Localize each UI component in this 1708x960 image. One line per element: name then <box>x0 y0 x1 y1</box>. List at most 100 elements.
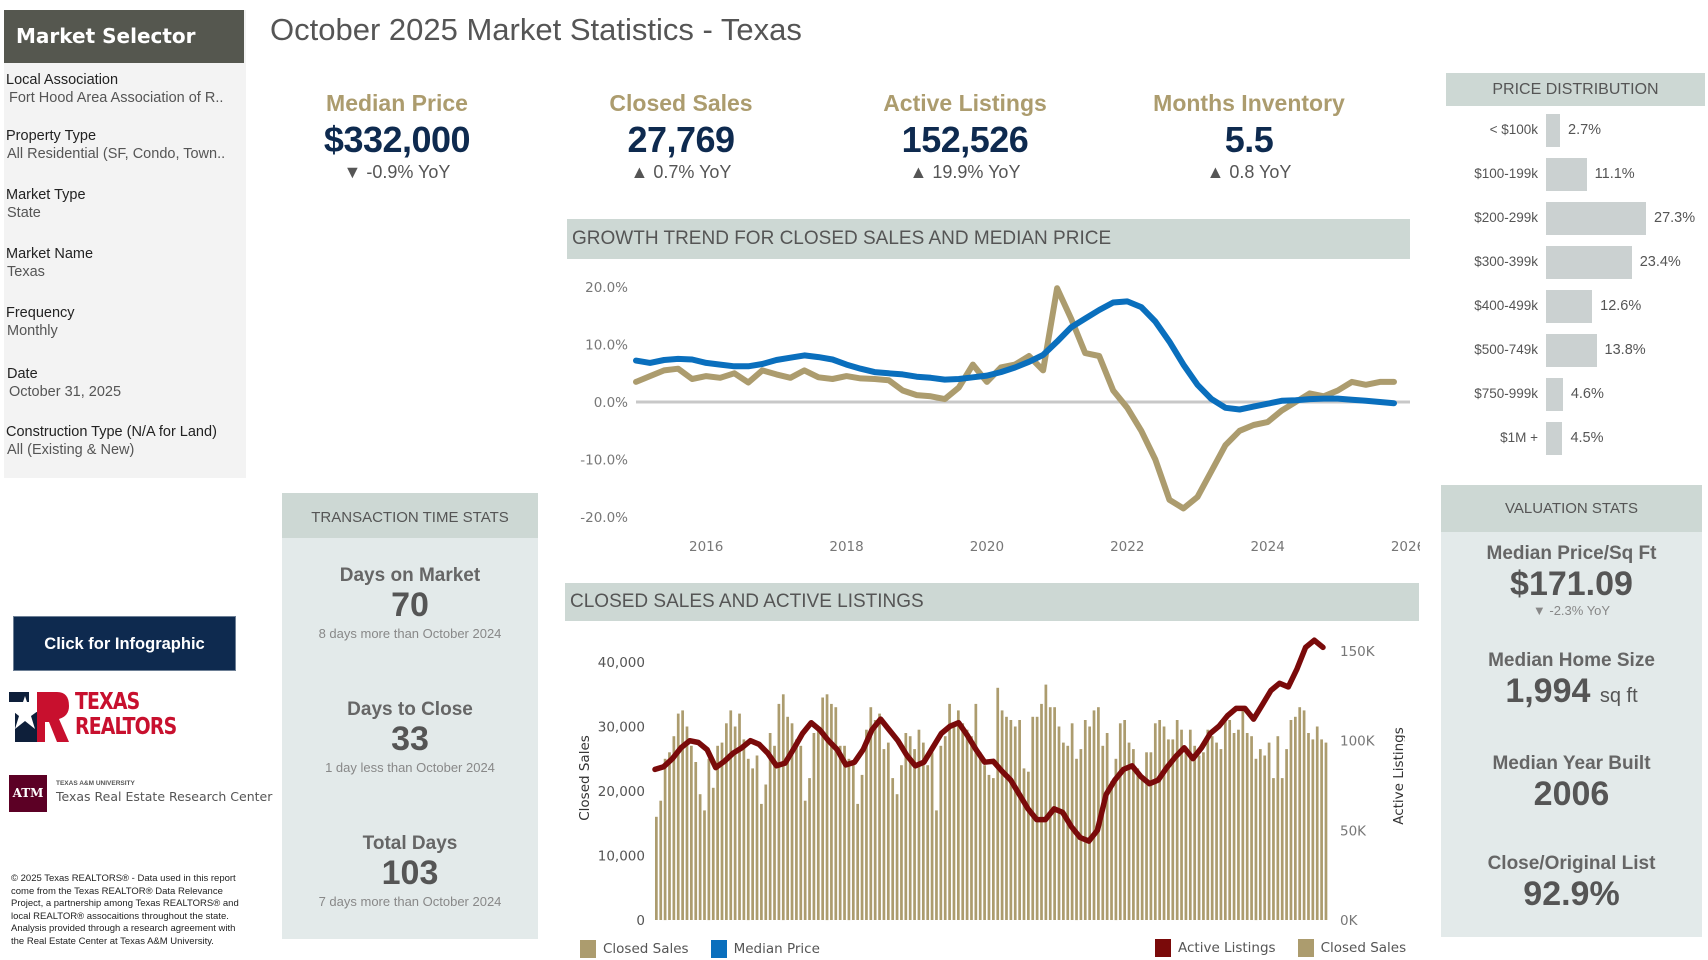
closed-sales-bar <box>1324 742 1328 920</box>
stat-value-row: 1,994 sq ft <box>1441 672 1702 715</box>
closed-sales-bar <box>1272 778 1275 920</box>
texas-realtors-wordmark: TEXAS REALTORS <box>75 690 177 740</box>
kpi-value: $332,000 <box>323 119 471 160</box>
closed-sales-bar <box>1153 723 1157 920</box>
y-tick-label-right: 0K <box>1340 913 1359 929</box>
closed-sales-bar <box>908 736 912 920</box>
closed-sales-bar <box>738 713 741 920</box>
closed-sales-bar <box>838 745 842 920</box>
legend-label: Median Price <box>733 941 820 957</box>
price-bucket-label: $1M + <box>1500 430 1538 445</box>
price-bucket-label: $750-999k <box>1474 386 1538 401</box>
kpi-change: ▲ 0.8 YoY <box>1206 162 1292 182</box>
filter-value[interactable]: Monthly <box>7 323 58 339</box>
logo-line-2: REALTORS <box>75 714 177 740</box>
stat-label: Median Home Size <box>1488 650 1655 671</box>
closed-sales-bar <box>1237 729 1240 920</box>
price-bucket-value: 2.7% <box>1568 122 1602 138</box>
tamu-mark: ATM <box>9 775 47 812</box>
closed-sales-bar <box>1158 720 1162 920</box>
kpi-label: Months Inventory <box>1153 90 1345 116</box>
filter-value[interactable]: State <box>7 205 41 221</box>
valuation-panel <box>1441 485 1702 937</box>
closed-sales-bar <box>1241 710 1245 920</box>
closed-sales-bar <box>681 710 684 920</box>
filter-value[interactable]: All Residential (SF, Condo, Town.. <box>7 146 226 162</box>
closed-sales-bar <box>1009 720 1013 920</box>
stat-label: Median Price/Sq Ft <box>1486 543 1657 564</box>
closed-sales-bar <box>1276 736 1280 920</box>
closed-sales-bar <box>869 707 873 920</box>
closed-sales-bar <box>1298 707 1302 920</box>
y-tick-label: 20.0% <box>585 280 628 296</box>
closed-sales-bar <box>970 736 973 920</box>
stat-label: Median Year Built <box>1492 753 1651 774</box>
page-title: October 2025 Market Statistics - Texas <box>270 12 802 47</box>
closed-sales-bar <box>1040 703 1043 920</box>
filter-label: Construction Type (N/A for Land) <box>6 424 217 440</box>
closed-sales-bar <box>943 736 947 920</box>
closed-sales-bar <box>1018 720 1021 920</box>
infographic-button[interactable]: Click for Infographic <box>13 616 236 671</box>
closed-sales-bar <box>1127 742 1131 920</box>
y-axis-label-left: Closed Sales <box>577 735 593 821</box>
closed-sales-bar <box>895 794 899 920</box>
stat-value: 2006 <box>1533 775 1610 813</box>
closed-sales-bar <box>1057 726 1061 920</box>
price-bucket-value: 23.4% <box>1639 254 1681 270</box>
closed-sales-bar <box>768 733 772 920</box>
tamu-main-text: Texas Real Estate Research Center <box>56 789 273 804</box>
closed-sales-bar <box>1258 749 1262 920</box>
stat-median-year-built: Median Year Built 2006 <box>1441 753 1702 813</box>
closed-sales-bar <box>865 729 868 920</box>
closed-sales-bar <box>847 758 851 921</box>
closed-sales-bar <box>1105 733 1109 920</box>
stat-close-original-list: Close/Original List 92.9% <box>1441 853 1702 913</box>
legend-swatch-median-price <box>710 940 727 958</box>
price-bucket-row: $100-199k 11.1% <box>1446 158 1706 192</box>
closed-sales-bar <box>1092 710 1096 920</box>
closed-sales-bar <box>668 752 671 920</box>
price-bucket-value: 4.5% <box>1570 430 1604 446</box>
closed-sales-bar <box>1223 716 1227 920</box>
closed-sales-bar <box>764 784 768 920</box>
legend-swatch-closed-sales <box>580 940 596 958</box>
filter-value[interactable]: October 31, 2025 <box>9 384 122 400</box>
filter-value[interactable]: All (Existing & New) <box>7 442 135 458</box>
price-bucket-row: $750-999k 4.6% <box>1446 378 1706 412</box>
y-tick-label: 30,000 <box>598 720 645 736</box>
stat-value: 70 <box>391 586 429 624</box>
growth-legend: Closed Sales Median Price <box>580 940 820 958</box>
closed-sales-bar <box>851 762 855 920</box>
stat-label: Total Days <box>362 833 458 854</box>
closed-sales-bar <box>808 778 811 920</box>
closed-sales-bar <box>873 720 877 920</box>
closed-sales-bar <box>1320 739 1323 920</box>
closed-sales-bar <box>1110 781 1113 920</box>
closed-sales-bar <box>974 703 978 920</box>
closed-sales-bar <box>965 729 969 920</box>
closed-sales-bar <box>825 694 829 921</box>
stat-note: ▼ -2.3% YoY <box>1532 603 1611 618</box>
price-bucket-row: $500-749k 13.8% <box>1446 334 1706 368</box>
stat-note: 1 day less than October 2024 <box>325 760 495 775</box>
closed-sales-bar <box>790 723 794 920</box>
closed-sales-bar <box>1167 739 1170 920</box>
closed-sales-bar <box>1254 758 1258 921</box>
closed-sales-bar <box>1149 752 1153 920</box>
closed-sales-bar <box>746 758 750 921</box>
y-tick-label: 0.0% <box>594 395 628 411</box>
filter-value[interactable]: Texas <box>7 264 45 280</box>
closed-sales-bar <box>1188 729 1192 920</box>
stat-value: 1,994 <box>1505 672 1591 710</box>
closed-sales-bar <box>992 778 995 920</box>
closed-sales-bar <box>720 742 724 920</box>
filter-value[interactable]: Fort Hood Area Association of R.. <box>9 90 224 106</box>
closed-sales-bar <box>1044 684 1048 920</box>
x-tick-label: 2022 <box>1110 539 1144 555</box>
y-tick-label-right: 50K <box>1340 823 1367 839</box>
kpi-label: Median Price <box>326 90 468 116</box>
tamu-research-center-logo: ATM TEXAS A&M UNIVERSITY Texas Real Esta… <box>9 775 272 815</box>
kpi-closed-sales: Closed Sales 27,769 ▲ 0.7% YoY <box>551 90 811 183</box>
closed-sales-bar <box>777 703 781 920</box>
